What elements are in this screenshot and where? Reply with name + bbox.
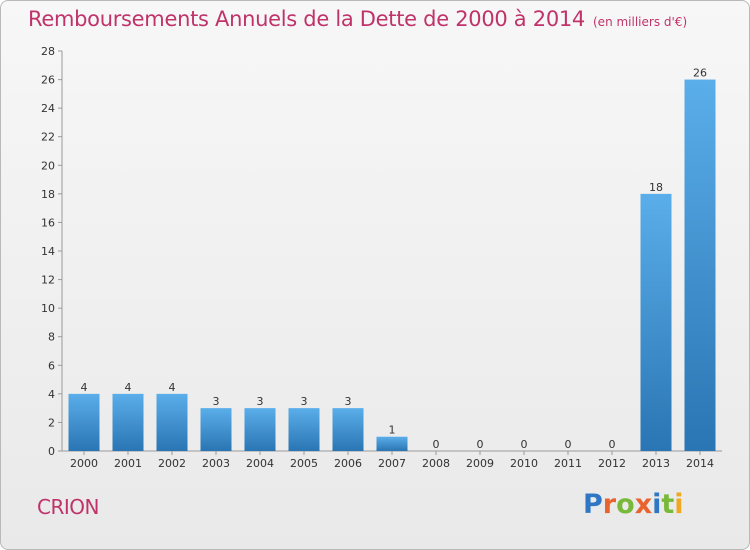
y-tick-label: 2 (48, 416, 55, 429)
y-tick-label: 16 (41, 216, 55, 229)
y-tick-label: 8 (48, 331, 55, 344)
y-tick-label: 10 (41, 302, 55, 315)
y-tick-label: 20 (41, 159, 55, 172)
bar-value-label: 3 (213, 395, 220, 408)
bar (376, 436, 408, 451)
logo-letter: P (583, 489, 603, 520)
x-tick-label: 2005 (290, 457, 318, 470)
y-tick-label: 14 (41, 245, 55, 258)
bar-value-label: 4 (169, 381, 176, 394)
x-tick-label: 2014 (686, 457, 714, 470)
logo-letter: o (616, 489, 635, 520)
x-tick-label: 2009 (466, 457, 494, 470)
bar (332, 408, 364, 451)
y-tick-label: 4 (48, 388, 55, 401)
x-tick-label: 2011 (554, 457, 582, 470)
bar (112, 393, 144, 451)
y-tick-label: 26 (41, 74, 55, 87)
chart-bars: 4 4 4 3 3 3 3 1 0 0 0 0 0 18 26 (68, 67, 716, 452)
chart-title: Remboursements Annuels de la Dette de 20… (28, 7, 687, 31)
bar-value-label: 3 (301, 395, 308, 408)
bar-value-label: 18 (649, 181, 663, 194)
y-tick-label: 28 (41, 45, 55, 58)
bar-value-label: 3 (257, 395, 264, 408)
bar-value-label: 4 (125, 381, 132, 394)
bar (156, 393, 188, 451)
bar-value-label: 3 (345, 395, 352, 408)
x-tick-label: 2004 (246, 457, 274, 470)
bar-value-label: 0 (609, 438, 616, 451)
x-tick-label: 2001 (114, 457, 142, 470)
logo-letter: r (602, 489, 617, 520)
logo-letter: x (634, 489, 653, 520)
bar (288, 408, 320, 451)
bar (68, 393, 100, 451)
bar-value-label: 0 (433, 438, 440, 451)
bar (244, 408, 276, 451)
y-tick-label: 0 (48, 445, 55, 458)
x-tick-label: 2008 (422, 457, 450, 470)
y-tick-label: 12 (41, 274, 55, 287)
y-tick-label: 24 (41, 102, 55, 115)
bar-value-label: 4 (81, 381, 88, 394)
x-tick-label: 2003 (202, 457, 230, 470)
x-tick-label: 2012 (598, 457, 626, 470)
bar-value-label: 0 (521, 438, 528, 451)
chart-unit-label: (en milliers d'€) (593, 15, 688, 29)
bar-value-label: 1 (389, 424, 396, 437)
x-tick-label: 2000 (70, 457, 98, 470)
commune-name: CRION (37, 495, 99, 519)
chart-title-text: Remboursements Annuels de la Dette de 20… (28, 7, 585, 31)
logo-letter: t (661, 489, 675, 520)
logo-letter: i (674, 489, 684, 520)
y-tick-label: 22 (41, 131, 55, 144)
bar-value-label: 0 (477, 438, 484, 451)
y-tick-label: 18 (41, 188, 55, 201)
bar (684, 79, 716, 452)
x-tick-label: 2010 (510, 457, 538, 470)
x-tick-label: 2013 (642, 457, 670, 470)
bar (640, 193, 672, 451)
x-tick-label: 2002 (158, 457, 186, 470)
bar-value-label: 0 (565, 438, 572, 451)
bar (200, 408, 232, 451)
x-tick-label: 2006 (334, 457, 362, 470)
y-tick-label: 6 (48, 359, 55, 372)
x-tick-label: 2007 (378, 457, 406, 470)
bar-value-label: 26 (693, 67, 707, 80)
proxiti-logo: Proxiti (583, 489, 684, 520)
logo-letter: i (652, 489, 662, 520)
